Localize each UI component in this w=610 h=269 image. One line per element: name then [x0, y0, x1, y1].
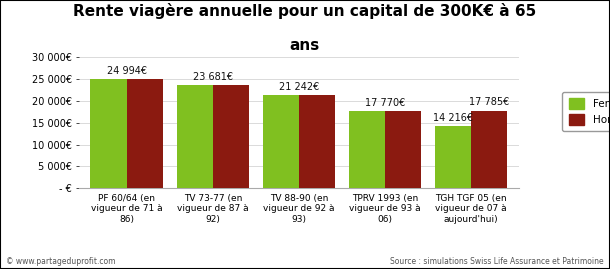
Text: ans: ans: [290, 38, 320, 53]
Bar: [385, 111, 421, 188]
Text: © www.partageduprofit.com: © www.partageduprofit.com: [6, 257, 116, 266]
Text: 17 770€: 17 770€: [365, 98, 405, 108]
Text: Rente viagère annuelle pour un capital de 300K€ à 65: Rente viagère annuelle pour un capital d…: [73, 3, 537, 19]
Bar: [213, 85, 249, 188]
Bar: [471, 111, 508, 188]
Bar: [349, 111, 385, 188]
Bar: [177, 85, 213, 188]
Text: 21 242€: 21 242€: [279, 82, 319, 92]
Text: 17 785€: 17 785€: [469, 97, 509, 108]
Bar: [90, 79, 127, 188]
Bar: [299, 95, 335, 188]
Bar: [127, 79, 163, 188]
Legend: Femmes, Hommes: Femmes, Hommes: [562, 92, 610, 131]
Bar: [263, 95, 299, 188]
Bar: [435, 126, 471, 188]
Text: 14 216€: 14 216€: [433, 113, 473, 123]
Text: 23 681€: 23 681€: [193, 72, 233, 82]
Text: Source : simulations Swiss Life Assurance et Patrimoine: Source : simulations Swiss Life Assuranc…: [390, 257, 604, 266]
Text: 24 994€: 24 994€: [107, 66, 146, 76]
